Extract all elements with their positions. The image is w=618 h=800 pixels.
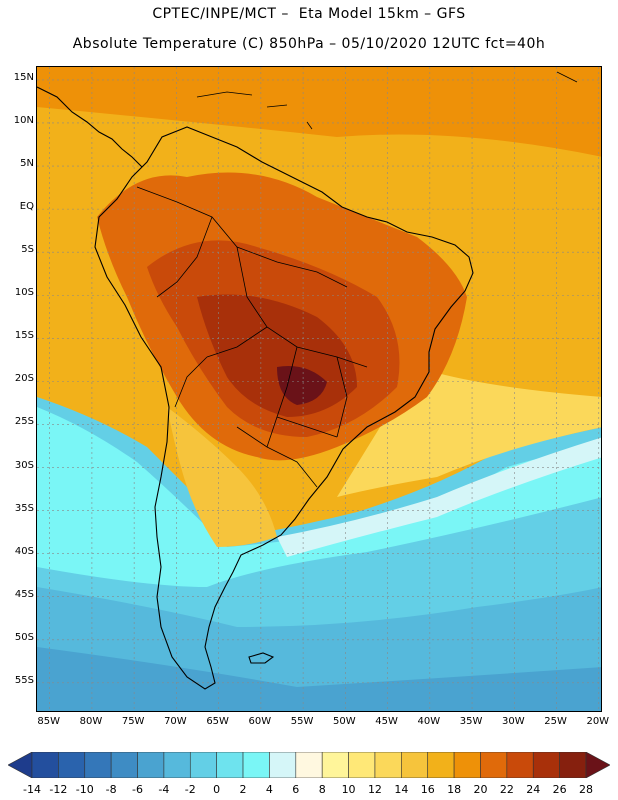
field-north-band	[37, 67, 601, 157]
field-transition-band	[277, 437, 601, 557]
colorbar-segment	[58, 752, 86, 778]
colorbar-segment	[137, 752, 165, 778]
colorbar-label: 20	[473, 783, 488, 796]
longitude-label: 70W	[164, 716, 187, 727]
colorbar-label: -14	[23, 783, 41, 796]
colorbar-segment	[506, 752, 534, 778]
colorbar-label: 8	[318, 783, 326, 796]
field-south-cone	[167, 407, 277, 547]
longitude-label: 60W	[248, 716, 272, 727]
colorbar	[8, 752, 610, 778]
latitude-label: 45S	[14, 588, 34, 600]
latitude-label: 55S	[14, 674, 34, 686]
latitude-label: 10N	[13, 114, 34, 126]
colorbar-label: 16	[420, 783, 435, 796]
map-title-line2: Absolute Temperature (C) 850hPa – 05/10/…	[72, 36, 546, 52]
country-borders	[136, 186, 368, 488]
colorbar-label: -10	[75, 783, 94, 796]
colorbar-label: 2	[239, 783, 247, 796]
latitude-label: 20S	[14, 373, 34, 385]
colorbar-label: 26	[552, 783, 567, 796]
latitude-label: 10S	[14, 287, 34, 299]
colorbar-segment	[84, 752, 112, 778]
latitude-label: 35S	[14, 502, 34, 514]
latitude-label: 40S	[14, 545, 34, 557]
longitude-label: 55W	[290, 716, 314, 727]
colorbar-label: -2	[184, 783, 196, 796]
central-america-outline	[37, 86, 143, 168]
colorbar-label: 6	[292, 783, 300, 796]
longitude-label: 35W	[459, 716, 483, 727]
latitude-label: 25S	[14, 416, 34, 428]
longitude-label: 65W	[206, 716, 229, 727]
colorbar-min-triangle	[8, 752, 33, 778]
longitude-label: 75W	[121, 716, 145, 727]
colorbar-segment	[216, 752, 244, 778]
colorbar-label: -12	[49, 783, 68, 796]
latitude-label: 5S	[21, 244, 34, 256]
coastlines	[37, 71, 578, 690]
longitude-label: 85W	[37, 716, 60, 727]
longitude-label: 30W	[501, 716, 525, 727]
colorbar-label: 18	[447, 783, 462, 796]
longitude-label: 20W	[586, 716, 610, 727]
colorbar-label: -8	[105, 783, 117, 796]
latitude-label: 15S	[14, 330, 34, 342]
colorbar-segment	[163, 752, 191, 778]
field-cold-band-1	[37, 407, 601, 587]
colorbar-label: 0	[213, 783, 221, 796]
colorbar-segment	[374, 752, 402, 778]
colorbar-label: 22	[499, 783, 514, 796]
colorbar-segment	[348, 752, 376, 778]
colorbar-segment	[453, 752, 481, 778]
south-america-outline	[94, 126, 474, 690]
colorbar-segment	[427, 752, 455, 778]
colorbar-label: -6	[132, 783, 143, 796]
colorbar-max-triangle	[585, 752, 610, 778]
latitude-label: EQ	[19, 201, 34, 213]
colorbar-segment	[401, 752, 429, 778]
colorbar-segment	[295, 752, 323, 778]
longitude-label: 25W	[544, 716, 567, 727]
colorbar-segment	[559, 752, 587, 778]
longitude-label: 40W	[417, 716, 441, 727]
longitude-label: 80W	[79, 716, 103, 727]
colorbar-segment	[321, 752, 349, 778]
map-grid	[37, 67, 601, 711]
map-svg	[37, 67, 601, 711]
longitude-label: 50W	[333, 716, 356, 727]
latitude-label: 30S	[14, 459, 34, 471]
longitude-label: 45W	[375, 716, 398, 727]
colorbar-label: -4	[158, 783, 170, 796]
map-title-line1: CPTEC/INPE/MCT – Eta Model 15km – GFS	[152, 6, 466, 22]
colorbar-label: 28	[579, 783, 593, 796]
colorbar-segment	[480, 752, 508, 778]
temperature-map	[36, 66, 602, 712]
colorbar-segment	[269, 752, 297, 778]
latitude-label: 15N	[13, 71, 34, 83]
colorbar-label: 12	[367, 783, 382, 796]
colorbar-segment	[31, 752, 59, 778]
colorbar-segment	[110, 752, 138, 778]
colorbar-segment	[189, 752, 217, 778]
caribbean-islands	[196, 71, 578, 130]
falkland-islands	[248, 652, 275, 664]
latitude-label: 5N	[20, 158, 34, 170]
field-cold-band-3	[37, 647, 601, 711]
colorbar-label: 14	[394, 783, 409, 796]
colorbar-label: 24	[526, 783, 541, 796]
latitude-label: 50S	[14, 631, 34, 643]
colorbar-label: 10	[341, 783, 356, 796]
colorbar-label: 4	[265, 783, 273, 796]
colorbar-segment	[532, 752, 560, 778]
colorbar-segment	[242, 752, 270, 778]
